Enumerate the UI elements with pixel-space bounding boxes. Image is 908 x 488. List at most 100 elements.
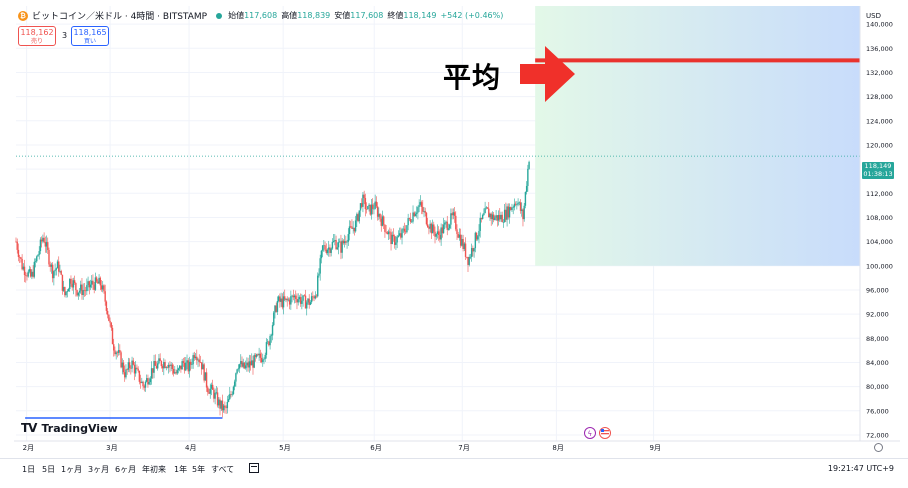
clock[interactable]: 19:21:47 UTC+9 xyxy=(827,464,894,473)
candle-body xyxy=(464,243,467,257)
candle-body xyxy=(189,361,192,365)
candle-body xyxy=(249,361,252,366)
candle-body xyxy=(343,241,346,244)
candle-body xyxy=(94,277,97,290)
candle-body xyxy=(158,358,160,364)
candle-body xyxy=(53,271,55,279)
candle-body xyxy=(86,285,88,292)
candle-body xyxy=(402,228,404,230)
range-ytd[interactable]: 年初来 xyxy=(142,465,166,474)
candle-body xyxy=(211,384,214,390)
candle-body xyxy=(152,368,154,373)
candle-body xyxy=(109,320,111,323)
candle-body xyxy=(330,248,332,253)
candle-body xyxy=(273,312,275,326)
candle-body xyxy=(253,355,255,368)
lightning-glyph: ϟ xyxy=(588,430,593,438)
gear-icon[interactable] xyxy=(874,443,883,452)
candle-body xyxy=(494,217,496,221)
candle-body xyxy=(125,369,127,378)
candle-body xyxy=(412,212,414,222)
candle-body xyxy=(70,278,72,284)
candle-body xyxy=(420,202,423,207)
candle-body xyxy=(209,388,211,394)
y-axis-ticks: 72,000 76,000 80,000 84,000 88,000 92,000 96,0… xyxy=(866,21,893,440)
range-5d[interactable]: 5日 xyxy=(42,465,56,474)
candle-body xyxy=(89,284,92,288)
candle-body xyxy=(518,202,521,203)
candle-body xyxy=(444,222,446,225)
candle-body xyxy=(507,206,510,218)
currency-label[interactable]: USD xyxy=(866,12,881,20)
candle-body xyxy=(358,210,360,222)
range-1m[interactable]: 1ヶ月 xyxy=(61,465,83,474)
tradingview-logo[interactable]: 𝗧𝗩 TradingView xyxy=(21,421,118,435)
target-zone[interactable] xyxy=(535,6,860,266)
high-label: 高値 xyxy=(281,11,298,20)
candle-body xyxy=(383,216,385,225)
candle-body xyxy=(106,310,109,315)
candle-body xyxy=(286,298,288,301)
range-1d[interactable]: 1日 xyxy=(22,465,36,474)
candle-body xyxy=(455,215,457,230)
candle-body xyxy=(285,298,287,300)
candle-body xyxy=(430,223,433,234)
candle-body xyxy=(433,224,435,232)
candle-body xyxy=(298,297,301,300)
candle-body xyxy=(419,202,422,205)
candle-body xyxy=(242,362,244,367)
event-markers[interactable]: ϟ xyxy=(584,427,611,439)
lightning-icon[interactable] xyxy=(584,427,596,439)
candle-body xyxy=(193,355,196,359)
candle-body xyxy=(440,227,442,240)
average-annotation: 平均 xyxy=(443,61,502,94)
candle-body xyxy=(266,341,269,343)
candle-body xyxy=(222,405,225,411)
candle-body xyxy=(133,364,136,374)
us-flag-stripes-2 xyxy=(601,433,609,435)
candle-body xyxy=(277,296,280,301)
candle-body xyxy=(290,296,292,305)
us-flag-stripes xyxy=(601,430,609,432)
candle-body xyxy=(462,239,464,250)
candle-body xyxy=(385,231,387,233)
range-all[interactable]: すべて xyxy=(211,465,235,474)
sell-button[interactable]: 118,162 売り xyxy=(18,26,56,46)
candle-body xyxy=(257,354,259,356)
y-tick-label: 136,000 xyxy=(866,45,893,53)
candle-body xyxy=(204,372,207,381)
y-tick-label: 108,000 xyxy=(866,214,893,222)
candle-body xyxy=(473,248,475,252)
x-tick-label: 8月 xyxy=(552,444,563,452)
candle-body xyxy=(326,249,329,253)
candle-body xyxy=(458,234,461,238)
candle-body xyxy=(108,314,110,321)
candle-body xyxy=(121,362,123,368)
y-tick-label: 140,000 xyxy=(866,21,893,29)
current-price-tag: 118,149 01:38:13 xyxy=(862,162,894,179)
candle-body xyxy=(38,251,40,255)
candle-body xyxy=(146,378,148,382)
candle-body xyxy=(28,269,31,272)
candle-body xyxy=(169,364,171,366)
range-3m[interactable]: 3ヶ月 xyxy=(88,465,110,474)
candle-body xyxy=(502,222,505,223)
candle-body xyxy=(216,392,219,406)
range-5y[interactable]: 5年 xyxy=(192,465,206,474)
buy-button[interactable]: 118,165 買い xyxy=(71,26,109,46)
candle-body xyxy=(160,361,163,367)
candle-body xyxy=(301,300,303,304)
calendar-icon[interactable] xyxy=(249,463,259,473)
candle-body xyxy=(394,236,396,245)
candle-body xyxy=(516,204,518,206)
candle-body xyxy=(527,168,529,186)
range-1y[interactable]: 1年 xyxy=(174,465,188,474)
symbol-title[interactable]: ビットコイン／米ドル · 4時間 · BITSTAMP xyxy=(32,12,208,22)
y-tick-label: 100,000 xyxy=(866,262,893,270)
candle-body xyxy=(111,327,114,345)
candle-body xyxy=(218,399,220,406)
candle-body xyxy=(281,298,284,308)
candle-body xyxy=(174,372,176,374)
range-6m[interactable]: 6ヶ月 xyxy=(115,465,137,474)
